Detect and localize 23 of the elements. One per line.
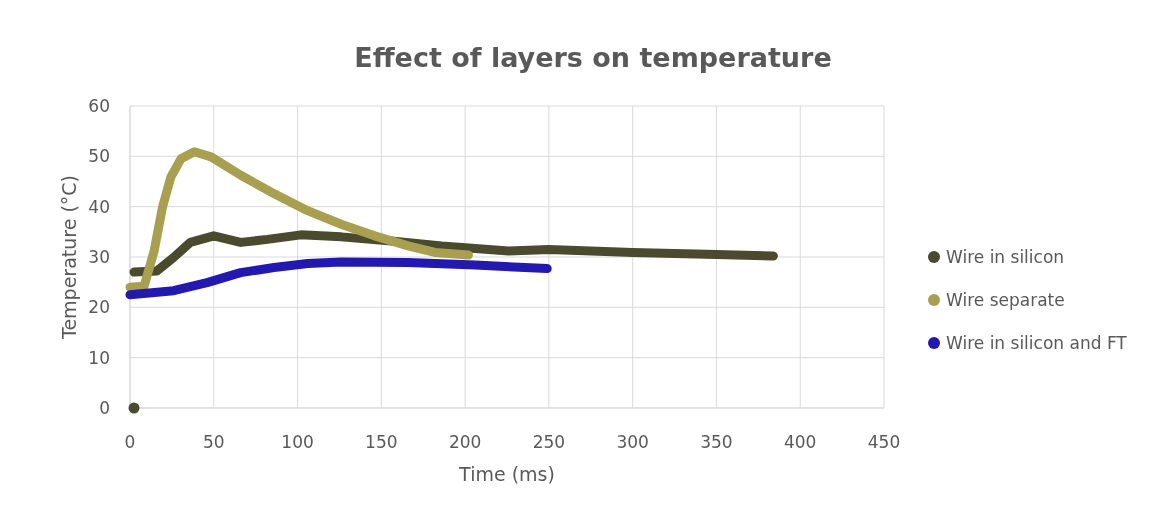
y-tick-label: 0 [99,398,110,418]
x-tick-label: 150 [365,432,398,452]
x-tick-label: 250 [532,432,566,452]
x-tick-label: 300 [616,432,649,452]
legend-label: Wire in silicon and FT [946,333,1128,353]
x-tick-label: 100 [281,432,314,452]
y-tick-label: 40 [88,196,110,217]
x-tick-label: 450 [867,432,901,452]
y-tick-label: 60 [88,96,110,116]
legend-label: Wire separate [946,290,1065,310]
chart-title: Effect of layers on temperature [354,42,832,73]
x-axis-title: Time (ms) [458,463,555,485]
x-tick-label: 200 [448,432,482,452]
y-tick-label: 50 [88,146,110,167]
y-tick-label: 10 [88,347,110,368]
x-tick-label: 50 [202,432,225,452]
y-tick-label: 20 [88,297,110,318]
x-tick-label: 400 [784,432,817,452]
y-tick-label: 30 [88,247,110,267]
legend-label: Wire in silicon [946,247,1065,267]
x-tick-label: 0 [124,432,136,452]
y-axis-title: Temperature (°C) [58,175,80,340]
x-tick-label: 350 [700,432,733,452]
